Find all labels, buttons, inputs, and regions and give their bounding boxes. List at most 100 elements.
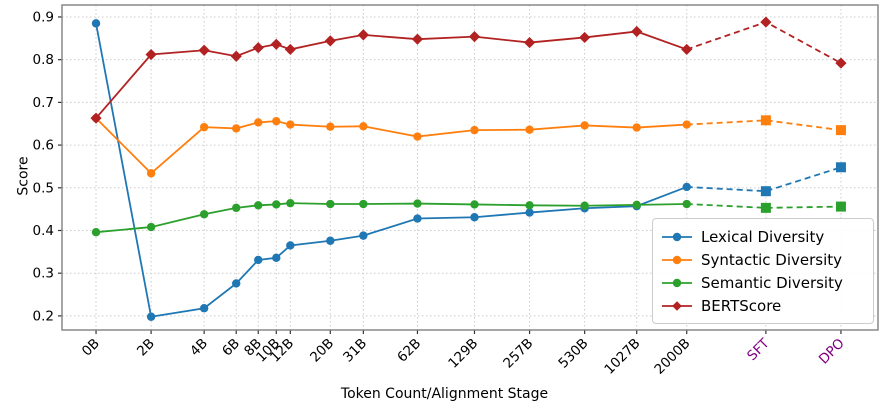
- legend-circle-marker: [672, 255, 682, 264]
- data-point-sft: [760, 115, 771, 126]
- x-tick-label-31b: 31B: [340, 336, 370, 366]
- x-tick-label-0b: 0B: [79, 336, 103, 360]
- data-point-31b: [357, 29, 369, 41]
- data-point-12b: [286, 198, 295, 208]
- data-point-1027b: [631, 25, 643, 38]
- x-tick-label-4b: 4B: [187, 336, 211, 360]
- data-point-dpo: [835, 125, 846, 136]
- data-point-4b: [199, 304, 209, 313]
- legend-item-semantic-diversity: Semantic Diversity: [661, 271, 863, 294]
- y-tick-label-0.5: 0.5: [33, 180, 54, 196]
- data-point-62b: [411, 33, 424, 45]
- data-point-2000b: [682, 199, 691, 209]
- data-point-129b: [468, 31, 481, 43]
- data-point-2b: [145, 48, 157, 61]
- legend-item-syntactic-diversity: Syntactic Diversity: [661, 248, 863, 271]
- x-tick-label-530b: 530B: [555, 336, 591, 372]
- data-point-sft: [760, 202, 771, 213]
- data-point-6b: [230, 50, 242, 62]
- x-tick-label-2b: 2B: [134, 336, 158, 360]
- data-point-62b: [413, 214, 422, 223]
- legend-label: BERTScore: [701, 296, 782, 315]
- data-point-31b: [359, 231, 368, 240]
- data-point-6b: [232, 203, 241, 213]
- data-point-129b: [470, 125, 479, 135]
- x-tick-label-dpo: DPO: [816, 336, 848, 368]
- data-point-12b: [286, 120, 295, 129]
- y-tick-label-0.9: 0.9: [33, 9, 54, 25]
- y-tick-label-0.2: 0.2: [33, 308, 54, 324]
- y-axis-title: Score: [15, 156, 32, 196]
- x-tick-label-6b: 6B: [219, 336, 243, 360]
- data-point-4b: [199, 122, 209, 132]
- lexical-diversity-legend-marker: [662, 232, 692, 241]
- data-point-20b: [326, 236, 335, 245]
- data-point-31b: [359, 122, 368, 131]
- data-point-20b: [324, 35, 336, 47]
- x-tick-label-20b: 20B: [307, 336, 337, 366]
- data-point-sft: [760, 186, 771, 197]
- data-point-20b: [326, 199, 335, 209]
- legend-item-bertscore: BERTScore: [661, 294, 863, 317]
- data-point-4b: [199, 210, 209, 219]
- data-point-dpo: [835, 201, 846, 212]
- x-tick-label-sft: SFT: [744, 335, 773, 364]
- data-point-10b: [272, 116, 281, 126]
- x-axis-title: Token Count/Alignment Stage: [340, 386, 549, 402]
- data-point-6b: [232, 124, 241, 133]
- data-point-62b: [413, 132, 422, 141]
- legend: Lexical Diversity Syntactic Diversity Se…: [652, 218, 874, 324]
- x-tick-label-129b: 129B: [445, 336, 481, 372]
- data-point-2000b: [682, 120, 691, 129]
- x-tick-label-257b: 257B: [500, 336, 536, 372]
- data-point-sft: [760, 16, 772, 28]
- y-tick-label-0.8: 0.8: [33, 52, 54, 68]
- data-point-0b: [90, 112, 102, 124]
- data-point-20b: [326, 122, 335, 131]
- syntactic-diversity-legend-marker: [662, 255, 692, 264]
- data-point-257b: [523, 36, 536, 49]
- data-point-129b: [470, 213, 479, 222]
- data-point-2000b: [682, 182, 691, 192]
- data-point-2b: [146, 312, 156, 321]
- data-point-4b: [198, 44, 210, 56]
- data-point-10b: [270, 38, 282, 50]
- data-point-8b: [254, 201, 263, 210]
- data-point-8b: [254, 118, 263, 127]
- y-tick-label-0.7: 0.7: [33, 95, 54, 111]
- legend-circle-marker: [672, 232, 682, 241]
- data-point-530b: [580, 121, 589, 130]
- legend-label: Syntactic Diversity: [701, 250, 843, 269]
- data-point-8b: [252, 42, 264, 54]
- series-lexical-diversity-dashed-line: [686, 166, 842, 193]
- y-tick-label-0.4: 0.4: [33, 223, 54, 239]
- y-tick-label-0.6: 0.6: [33, 138, 54, 154]
- data-point-31b: [359, 199, 368, 209]
- data-point-10b: [272, 200, 281, 209]
- data-point-530b: [580, 201, 589, 210]
- data-point-2b: [146, 169, 156, 178]
- legend-label: Lexical Diversity: [701, 227, 825, 246]
- data-point-257b: [525, 201, 534, 210]
- x-tick-label-62b: 62B: [394, 336, 424, 366]
- legend-item-lexical-diversity: Lexical Diversity: [661, 225, 863, 248]
- data-point-1027b: [632, 123, 641, 132]
- axes-spines: [61, 4, 879, 331]
- data-point-dpo: [835, 57, 847, 69]
- data-point-12b: [284, 43, 296, 56]
- x-tick-label-1027b: 1027B: [601, 336, 643, 378]
- data-point-257b: [525, 208, 534, 217]
- data-point-6b: [232, 279, 241, 288]
- legend-label: Semantic Diversity: [701, 273, 843, 292]
- legend-circle-marker: [672, 278, 682, 287]
- x-tick-label-2000b: 2000B: [651, 336, 693, 378]
- data-point-10b: [272, 253, 281, 263]
- bertscore-legend-marker: [662, 300, 692, 311]
- data-point-dpo: [835, 162, 846, 173]
- data-point-530b: [579, 31, 591, 44]
- data-point-1027b: [632, 200, 641, 210]
- data-point-62b: [413, 199, 422, 208]
- data-point-8b: [254, 255, 263, 265]
